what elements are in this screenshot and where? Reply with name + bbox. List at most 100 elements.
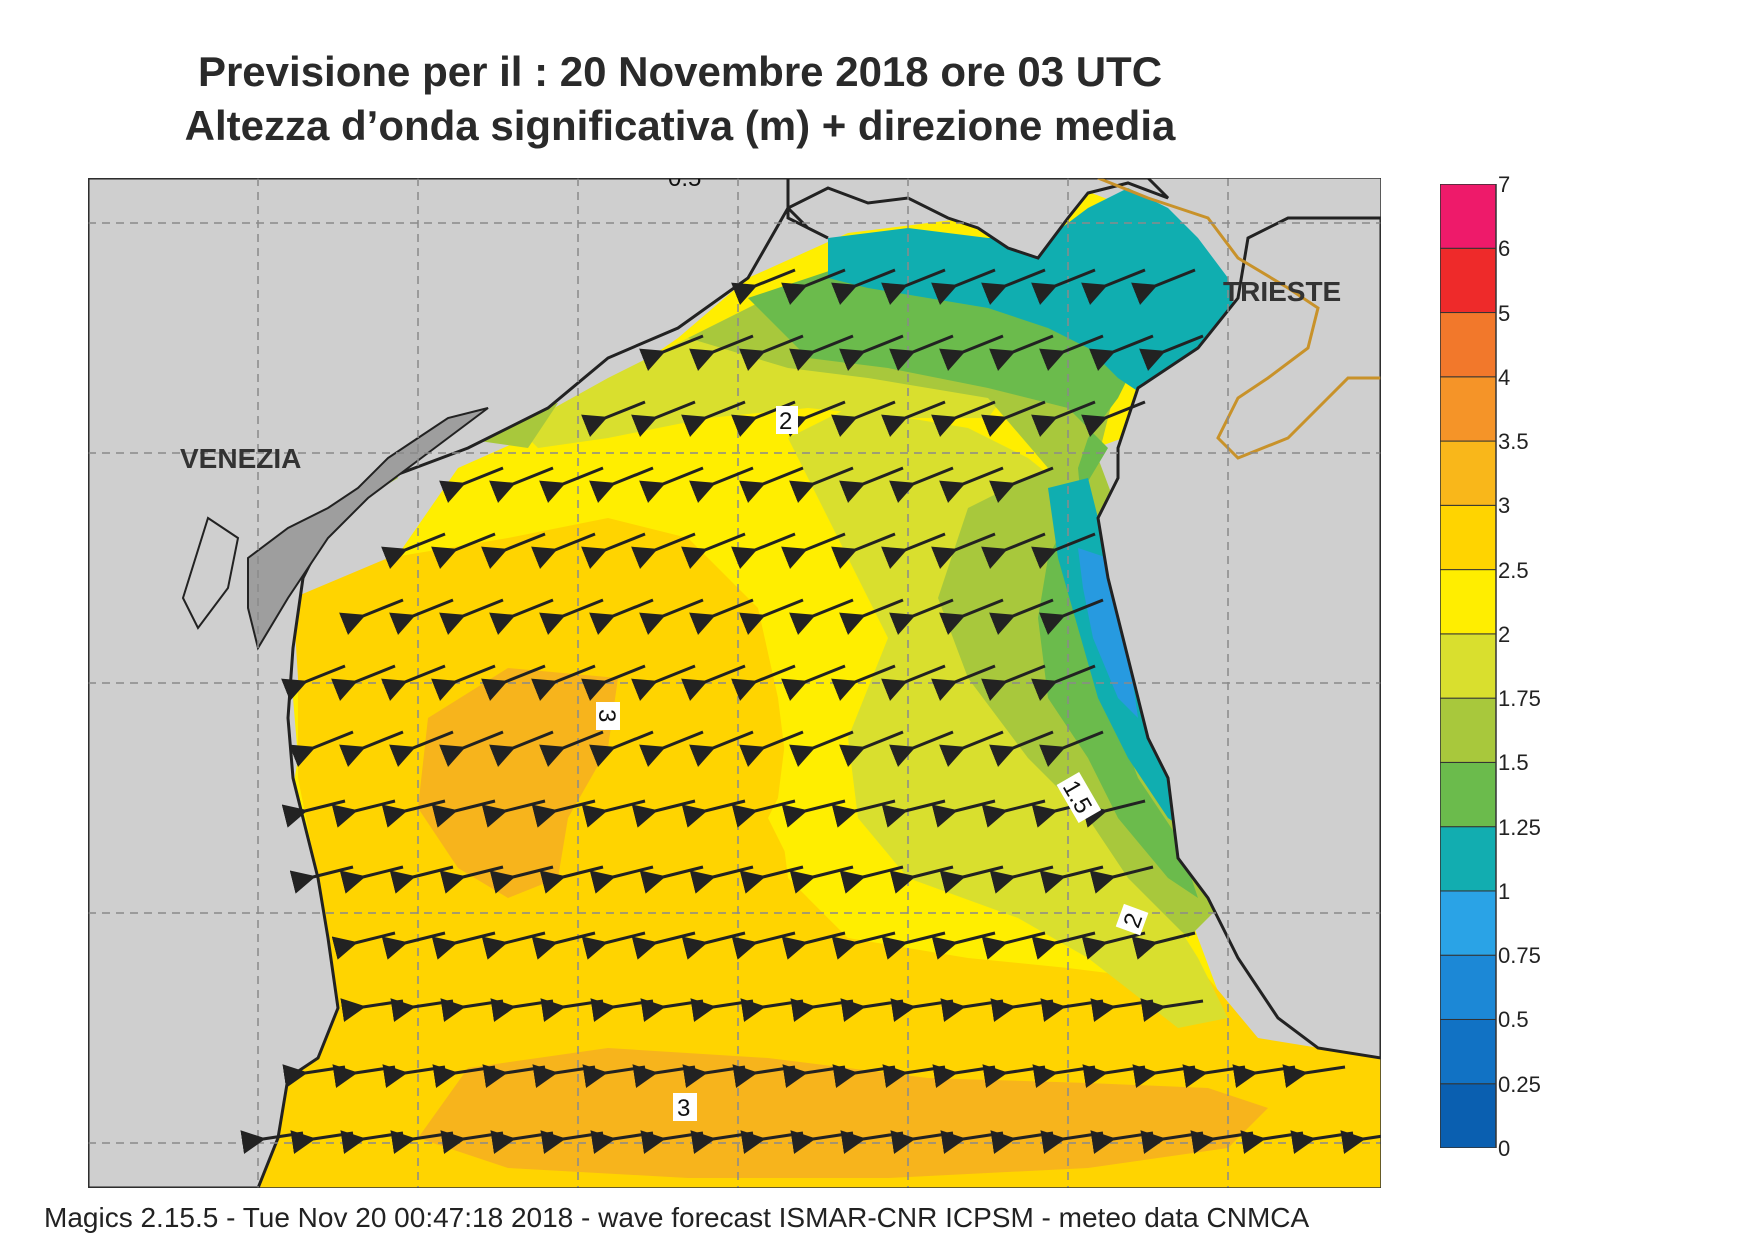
wave-direction-arrow-icon <box>781 268 846 305</box>
legend-tick-label: 1 <box>1498 878 1511 904</box>
wave-direction-arrow-icon <box>581 532 646 569</box>
wave-direction-arrow-icon <box>681 532 746 569</box>
wave-direction-arrow-icon <box>931 799 996 828</box>
wave-direction-arrow-icon <box>689 598 754 635</box>
wave-direction-arrow-icon <box>639 598 704 635</box>
wave-direction-arrow-icon <box>389 865 454 894</box>
legend-tick-label: 0.75 <box>1498 943 1541 969</box>
wave-direction-arrow-icon <box>489 865 554 894</box>
wave-direction-arrow-icon <box>839 466 904 503</box>
legend-swatch <box>1440 890 1497 956</box>
wave-direction-arrow-icon <box>731 664 796 701</box>
legend-swatch <box>1440 376 1497 442</box>
wave-direction-arrow-icon <box>1039 598 1104 635</box>
wave-direction-arrow-icon <box>631 931 696 960</box>
wave-direction-arrow-icon <box>1089 865 1154 894</box>
wave-direction-arrow-icon <box>539 730 604 767</box>
wave-direction-arrow-icon <box>881 532 946 569</box>
venice-coast <box>88 178 790 1188</box>
wave-direction-arrow-icon <box>889 334 954 371</box>
wave-direction-arrow-icon <box>1081 268 1146 305</box>
wave-direction-arrow-icon <box>881 799 946 828</box>
svg-text:3: 3 <box>593 709 620 722</box>
color-scale-legend <box>1440 184 1497 1148</box>
wave-direction-arrow-icon <box>431 664 496 701</box>
wave-direction-arrow-icon <box>631 799 696 828</box>
wave-direction-arrow-icon <box>739 466 804 503</box>
wave-direction-arrow-icon <box>1089 334 1154 371</box>
wave-direction-arrow-icon <box>681 799 746 828</box>
wave-direction-arrow-icon <box>831 799 896 828</box>
wave-direction-arrow-icon <box>589 865 654 894</box>
legend-swatch <box>1440 1018 1497 1085</box>
wave-direction-arrow-icon <box>631 532 696 569</box>
wave-direction-arrow-icon <box>639 466 704 503</box>
wave-direction-arrow-icon <box>339 598 404 635</box>
wave-direction-arrow-icon <box>739 598 804 635</box>
contour-label: 3 <box>593 702 620 730</box>
wave-direction-arrow-icon <box>989 598 1054 635</box>
wave-direction-arrow-icon <box>531 532 596 569</box>
wave-direction-arrow-icon <box>739 730 804 767</box>
contour-label: 3 <box>673 1093 697 1122</box>
svg-text:3: 3 <box>677 1095 690 1122</box>
wave-direction-arrow-icon <box>1282 1064 1346 1088</box>
wave-direction-arrow-icon <box>789 730 854 767</box>
wave-direction-arrow-icon <box>331 799 396 828</box>
wave-direction-arrow-icon <box>589 466 654 503</box>
wave-direction-arrow-icon <box>789 865 854 894</box>
wave-direction-arrow-icon <box>481 664 546 701</box>
wave-direction-arrow-icon <box>981 664 1046 701</box>
legend-swatch <box>1440 312 1497 378</box>
wave-direction-arrow-icon <box>831 931 896 960</box>
wave-direction-arrow-icon <box>889 598 954 635</box>
forecast-subtitle: Altezza d’onda significativa (m) + direz… <box>184 102 1176 149</box>
wave-direction-arrow-icon <box>889 730 954 767</box>
wave-direction-arrow-icon <box>839 730 904 767</box>
wave-direction-arrow-icon <box>731 400 796 437</box>
legend-tick-label: 2.5 <box>1498 557 1529 583</box>
national-border <box>1097 178 1381 460</box>
wave-direction-arrow-icon <box>639 334 704 371</box>
wave-direction-arrow-icon <box>381 799 446 828</box>
wave-direction-arrow-icon <box>939 466 1004 503</box>
wave-direction-arrow-icon <box>289 865 354 894</box>
wave-direction-arrow-icon <box>989 466 1054 503</box>
legend-tick-label: 0 <box>1498 1136 1511 1161</box>
legend-swatch <box>1440 440 1497 506</box>
legend-swatch <box>1440 184 1497 249</box>
legend-tick-label: 7 <box>1498 172 1511 197</box>
wave-direction-arrow-icon <box>989 865 1054 894</box>
wave-direction-arrow-icon <box>1081 400 1146 437</box>
wave-direction-arrow-icon <box>581 931 646 960</box>
wave-direction-arrow-icon <box>831 664 896 701</box>
legend-tick-label: 6 <box>1498 236 1511 262</box>
wave-direction-arrow-icon <box>531 799 596 828</box>
wave-direction-arrow-icon <box>831 532 896 569</box>
north-coast <box>785 178 1170 260</box>
wave-direction-arrow-icon <box>631 400 696 437</box>
legend-tick-label: 1.5 <box>1498 750 1529 776</box>
wave-direction-arrow-icon <box>439 466 504 503</box>
wave-direction-arrow-icon <box>481 799 546 828</box>
legend-swatch <box>1440 569 1497 635</box>
wave-direction-arrow-icon <box>389 730 454 767</box>
wave-direction-arrow-icon <box>1081 799 1146 828</box>
forecast-title: Previsione per il : 20 Novembre 2018 ore… <box>197 48 1163 95</box>
wave-direction-arrow-icon <box>381 931 446 960</box>
wave-direction-arrow-icon <box>739 865 804 894</box>
wave-direction-arrow-icon <box>639 865 704 894</box>
wave-direction-arrow-icon <box>981 799 1046 828</box>
wave-direction-arrow-icon <box>731 532 796 569</box>
legend-swatch <box>1440 247 1497 314</box>
wave-direction-arrow-icon <box>489 466 554 503</box>
wave-direction-arrow-icon <box>431 799 496 828</box>
wave-direction-arrow-icon <box>489 598 554 635</box>
legend-tick-label: 4 <box>1498 364 1511 390</box>
wave-direction-arrow-icon <box>789 334 854 371</box>
wave-direction-arrow-icon <box>839 598 904 635</box>
wave-direction-arrow-icon <box>281 664 346 701</box>
legend-swatch <box>1440 1083 1497 1148</box>
svg-text:2: 2 <box>779 408 792 435</box>
wave-direction-arrow-icon <box>581 400 646 437</box>
